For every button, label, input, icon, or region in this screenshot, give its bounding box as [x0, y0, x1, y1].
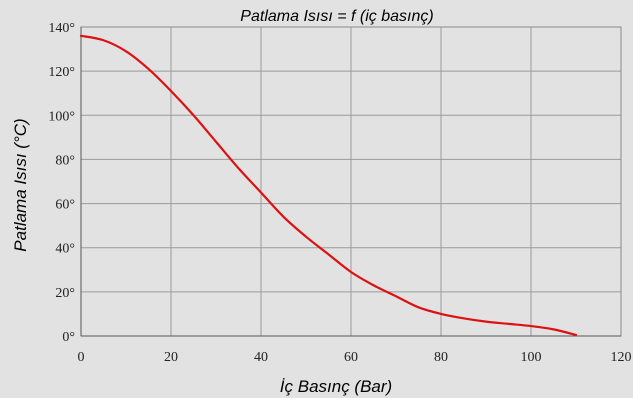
x-tick-label: 100 — [521, 350, 542, 365]
y-tick-label: 140° — [48, 21, 75, 36]
y-tick-label: 60° — [55, 198, 75, 213]
series-line — [79, 34, 578, 336]
x-tick-label: 120 — [611, 350, 632, 365]
y-tick-label: 0° — [62, 330, 75, 345]
x-axis-title: İç Basınç (Bar) — [280, 377, 392, 396]
x-tick-label: 0 — [78, 350, 85, 365]
y-axis-title: Patlama Isısı (°C) — [11, 118, 30, 251]
chart-title: Patlama Isısı = f (iç basınç) — [240, 8, 433, 25]
x-tick-label: 40 — [254, 350, 268, 365]
x-tick-label: 80 — [434, 350, 448, 365]
y-tick-label: 20° — [55, 286, 75, 301]
grid — [81, 27, 621, 336]
series-layer — [79, 34, 578, 336]
y-tick-label: 120° — [48, 65, 75, 80]
tick-labels: 0 20 40 60 80 100 120 0° 20° 40° 60° 80° 100° 120° 140… — [48, 21, 631, 365]
y-tick-label: 40° — [55, 242, 75, 257]
x-tick-label: 60 — [344, 350, 358, 365]
y-tick-label: 80° — [55, 153, 75, 168]
x-tick-label: 20 — [164, 350, 178, 365]
y-tick-label: 100° — [48, 109, 75, 124]
axes — [80, 27, 621, 337]
